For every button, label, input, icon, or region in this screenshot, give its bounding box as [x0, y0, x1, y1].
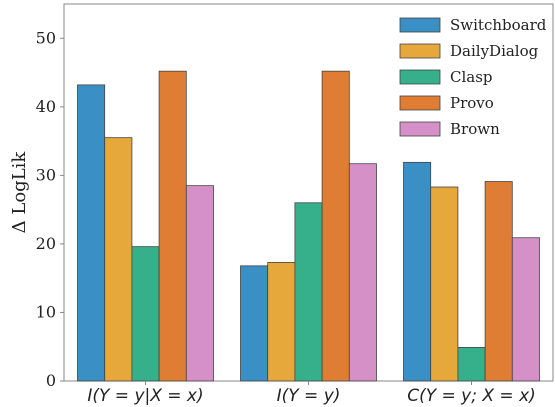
bar-brown-2 — [511, 237, 540, 382]
bar-dailydialog-2 — [430, 186, 459, 382]
bar-switchboard-1 — [240, 265, 269, 382]
bars — [77, 70, 540, 382]
bar-provo-0 — [158, 70, 187, 382]
bar-brown-1 — [348, 163, 377, 382]
y-tick-label: 30 — [36, 165, 56, 184]
y-ticks: 0 10 20 30 40 50 — [36, 28, 64, 390]
y-tick-label: 20 — [36, 234, 56, 253]
bar-dailydialog-1 — [267, 262, 296, 382]
legend-swatch — [399, 43, 441, 59]
legend: Switchboard DailyDialog Clasp Provo Brown — [399, 16, 547, 138]
bar-provo-2 — [484, 181, 513, 382]
y-tick-label: 40 — [36, 97, 56, 116]
bar-brown-0 — [185, 185, 214, 382]
bar-clasp-0 — [131, 246, 160, 382]
legend-label: Brown — [450, 120, 500, 138]
legend-label: Clasp — [450, 68, 493, 86]
legend-swatch — [399, 121, 441, 137]
y-axis-title: Δ LogLik — [9, 151, 30, 234]
x-tick-label: I(Y = y) — [277, 386, 341, 406]
x-tick-label: I(Y = y|X = x) — [87, 386, 203, 406]
bar-clasp-2 — [457, 347, 486, 382]
legend-swatch — [399, 69, 441, 85]
y-tick-label: 0 — [46, 371, 56, 390]
bar-dailydialog-0 — [104, 137, 133, 382]
y-tick-label: 10 — [36, 302, 56, 321]
legend-label: DailyDialog — [450, 42, 539, 60]
bar-provo-1 — [321, 70, 350, 382]
legend-swatch — [399, 95, 441, 111]
legend-label: Provo — [450, 94, 494, 112]
legend-swatch — [399, 17, 441, 33]
bar-clasp-1 — [294, 202, 323, 382]
bar-switchboard-0 — [77, 84, 106, 382]
x-ticks: I(Y = y|X = x) I(Y = y) C(Y = y; X = x) — [87, 381, 536, 406]
legend-label: Switchboard — [450, 16, 547, 34]
x-tick-label: C(Y = y; X = x) — [407, 386, 536, 406]
y-tick-label: 50 — [36, 28, 56, 47]
bar-switchboard-2 — [403, 161, 432, 382]
